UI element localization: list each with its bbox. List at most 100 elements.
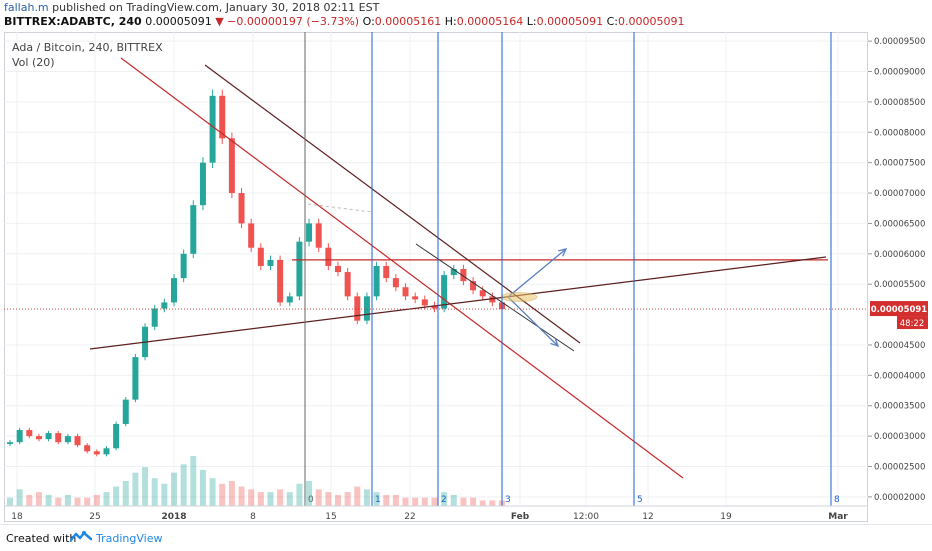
volume-bar — [132, 472, 139, 506]
published-text: published on TradingView.com, January 30… — [52, 1, 380, 14]
symbol-label: BITTREX:ADABTC, 240 — [4, 15, 142, 28]
candle-body — [286, 296, 293, 303]
author-link[interactable]: fallah.m — [4, 1, 49, 14]
candle-body — [55, 433, 62, 443]
candle-body — [7, 442, 13, 444]
axes: 0.00009500 0.00009000 0.00008500 0.00008000… — [4, 37, 928, 522]
x-tick-label: 2018 — [161, 512, 186, 522]
candle-body — [64, 436, 71, 443]
volume-bar — [470, 497, 477, 506]
volume-bar — [151, 478, 158, 506]
volume-bar — [460, 497, 467, 506]
vertical-line-label: 5 — [637, 495, 643, 505]
candle-body — [180, 253, 187, 279]
candle-body — [325, 247, 332, 266]
x-tick-label: 19 — [720, 512, 732, 522]
volume-bar — [306, 481, 313, 506]
x-tick-label: 18 — [11, 512, 23, 522]
candle-body — [296, 241, 303, 297]
up-trend-line — [89, 256, 827, 350]
vertical-line-label: 3 — [505, 495, 511, 505]
channel-line — [415, 243, 575, 352]
candle-body — [489, 296, 496, 303]
x-tick-label: 12:00 — [573, 512, 599, 522]
footer-bar: Created with TradingView — [0, 524, 932, 551]
volume-bar — [412, 497, 419, 506]
volume-bar — [35, 492, 42, 506]
tradingview-logo-icon[interactable] — [70, 530, 92, 544]
candle-body — [238, 193, 245, 224]
volume-bar — [113, 486, 120, 506]
candle-body — [93, 451, 100, 455]
y-tick-label: 0.00003500 — [874, 402, 925, 412]
volume-bar — [93, 494, 100, 506]
volume-bar — [238, 486, 245, 506]
candle-body — [431, 305, 438, 309]
candle-body — [132, 357, 139, 400]
candle-body — [392, 278, 399, 288]
volume-bar — [161, 483, 168, 506]
volume-bar — [421, 497, 428, 506]
volume-bar — [16, 489, 23, 506]
candle-body — [248, 223, 255, 248]
vertical-line-label: 8 — [834, 495, 840, 505]
countdown-tag — [897, 316, 928, 330]
volume-bar — [363, 489, 370, 506]
candle-body — [26, 430, 33, 437]
tradingview-brand[interactable]: TradingView — [96, 532, 163, 545]
x-tick-label: Feb — [511, 512, 530, 522]
volume-bar — [383, 494, 390, 506]
chart-pane[interactable] — [4, 32, 868, 522]
x-tick-label: 25 — [89, 512, 100, 522]
volume-bar — [325, 492, 332, 506]
candle-body — [257, 247, 264, 266]
trend-lines — [4, 57, 868, 479]
volume-bar — [267, 492, 274, 506]
y-tick-label: 0.00007000 — [874, 189, 925, 199]
volume-bar — [248, 489, 255, 506]
volume-bar — [373, 492, 380, 506]
legend-volume: Vol (20) — [12, 56, 55, 69]
candle-body — [151, 308, 158, 327]
volume-bar — [286, 492, 293, 506]
candle-body — [373, 265, 380, 297]
candle-body — [402, 287, 409, 297]
candle-body — [113, 423, 120, 449]
volume-bar — [74, 497, 81, 506]
dashed-guide-line — [307, 203, 373, 213]
volume-bar — [277, 489, 284, 506]
volume-bar — [180, 464, 187, 506]
candle-body — [441, 275, 448, 309]
chart-legend: Ada / Bitcoin, 240, BITTREX Vol (20) — [12, 40, 163, 70]
x-tick-label: 8 — [250, 512, 256, 522]
candle-body — [421, 299, 428, 306]
low-value: 0.00005091 — [536, 15, 604, 28]
candle-body — [470, 281, 477, 291]
candle-body — [190, 205, 197, 254]
y-tick-label: 0.00006000 — [874, 250, 925, 260]
candle-body — [267, 259, 274, 266]
candle-body — [306, 223, 313, 242]
y-tick-label: 0.00004000 — [874, 371, 925, 381]
volume-bar — [450, 494, 457, 506]
candle-body — [354, 296, 361, 321]
candle-body — [84, 445, 91, 452]
high-value: 0.00005164 — [456, 15, 524, 28]
y-tick-label: 0.00009000 — [874, 68, 925, 78]
vertical-lines: 0 1 2 3 5 8 — [304, 32, 840, 506]
down-arrow-icon: ▼ — [215, 15, 224, 28]
vertical-line-label: 0 — [308, 495, 314, 505]
bearish-projection-arrow-head — [550, 338, 560, 348]
candle-body — [344, 272, 351, 297]
legend-title: Ada / Bitcoin, 240, BITTREX — [12, 41, 163, 54]
candle-body — [450, 269, 457, 276]
volume-bar — [219, 483, 226, 506]
volume-bar — [315, 489, 322, 506]
open-value: 0.00005161 — [374, 15, 442, 28]
vertical-line-label: 1 — [375, 495, 381, 505]
volume-bar — [402, 497, 409, 506]
x-tick-label: 15 — [325, 512, 336, 522]
high-label: H: — [444, 15, 457, 28]
breakout-zone-ellipse — [500, 292, 538, 302]
